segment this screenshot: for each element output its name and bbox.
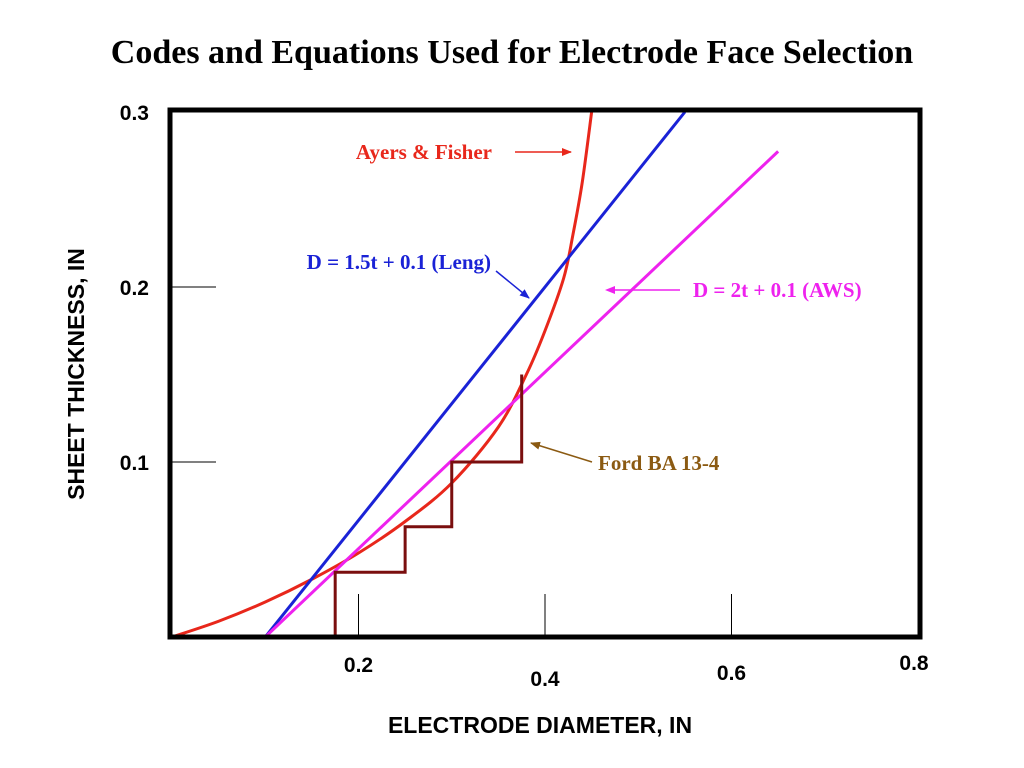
x-tick-label: 0.4: [530, 668, 560, 691]
series-line-leng: [264, 111, 687, 638]
plot-frame: [167, 107, 923, 640]
x-tick-label: 0.6: [717, 662, 746, 685]
y-tick-label: 0.1: [120, 452, 150, 475]
x-tick-label: 0.2: [344, 654, 373, 677]
y-tick-label: 0.2: [120, 277, 149, 300]
annotation-aws: D = 2t + 0.1 (AWS): [693, 278, 862, 302]
series-line-ayers-fisher: [171, 111, 594, 639]
y-axis-label: SHEET THICKNESS, IN: [63, 248, 89, 500]
annotation-leng: D = 1.5t + 0.1 (Leng): [307, 250, 491, 274]
arrow-leng: [495, 270, 530, 299]
y-tick-label: 0.3: [120, 102, 149, 125]
chart-title: Codes and Equations Used for Electrode F…: [110, 34, 914, 71]
annotation-ayers-fisher: Ayers & Fisher: [356, 140, 492, 164]
annotation-ford: Ford BA 13-4: [598, 451, 720, 475]
x-axis-label: ELECTRODE DIAMETER, IN: [388, 712, 692, 738]
series-line-ford: [333, 374, 524, 637]
x-tick-label: 0.8: [899, 652, 929, 675]
arrow-ford: [530, 441, 593, 463]
